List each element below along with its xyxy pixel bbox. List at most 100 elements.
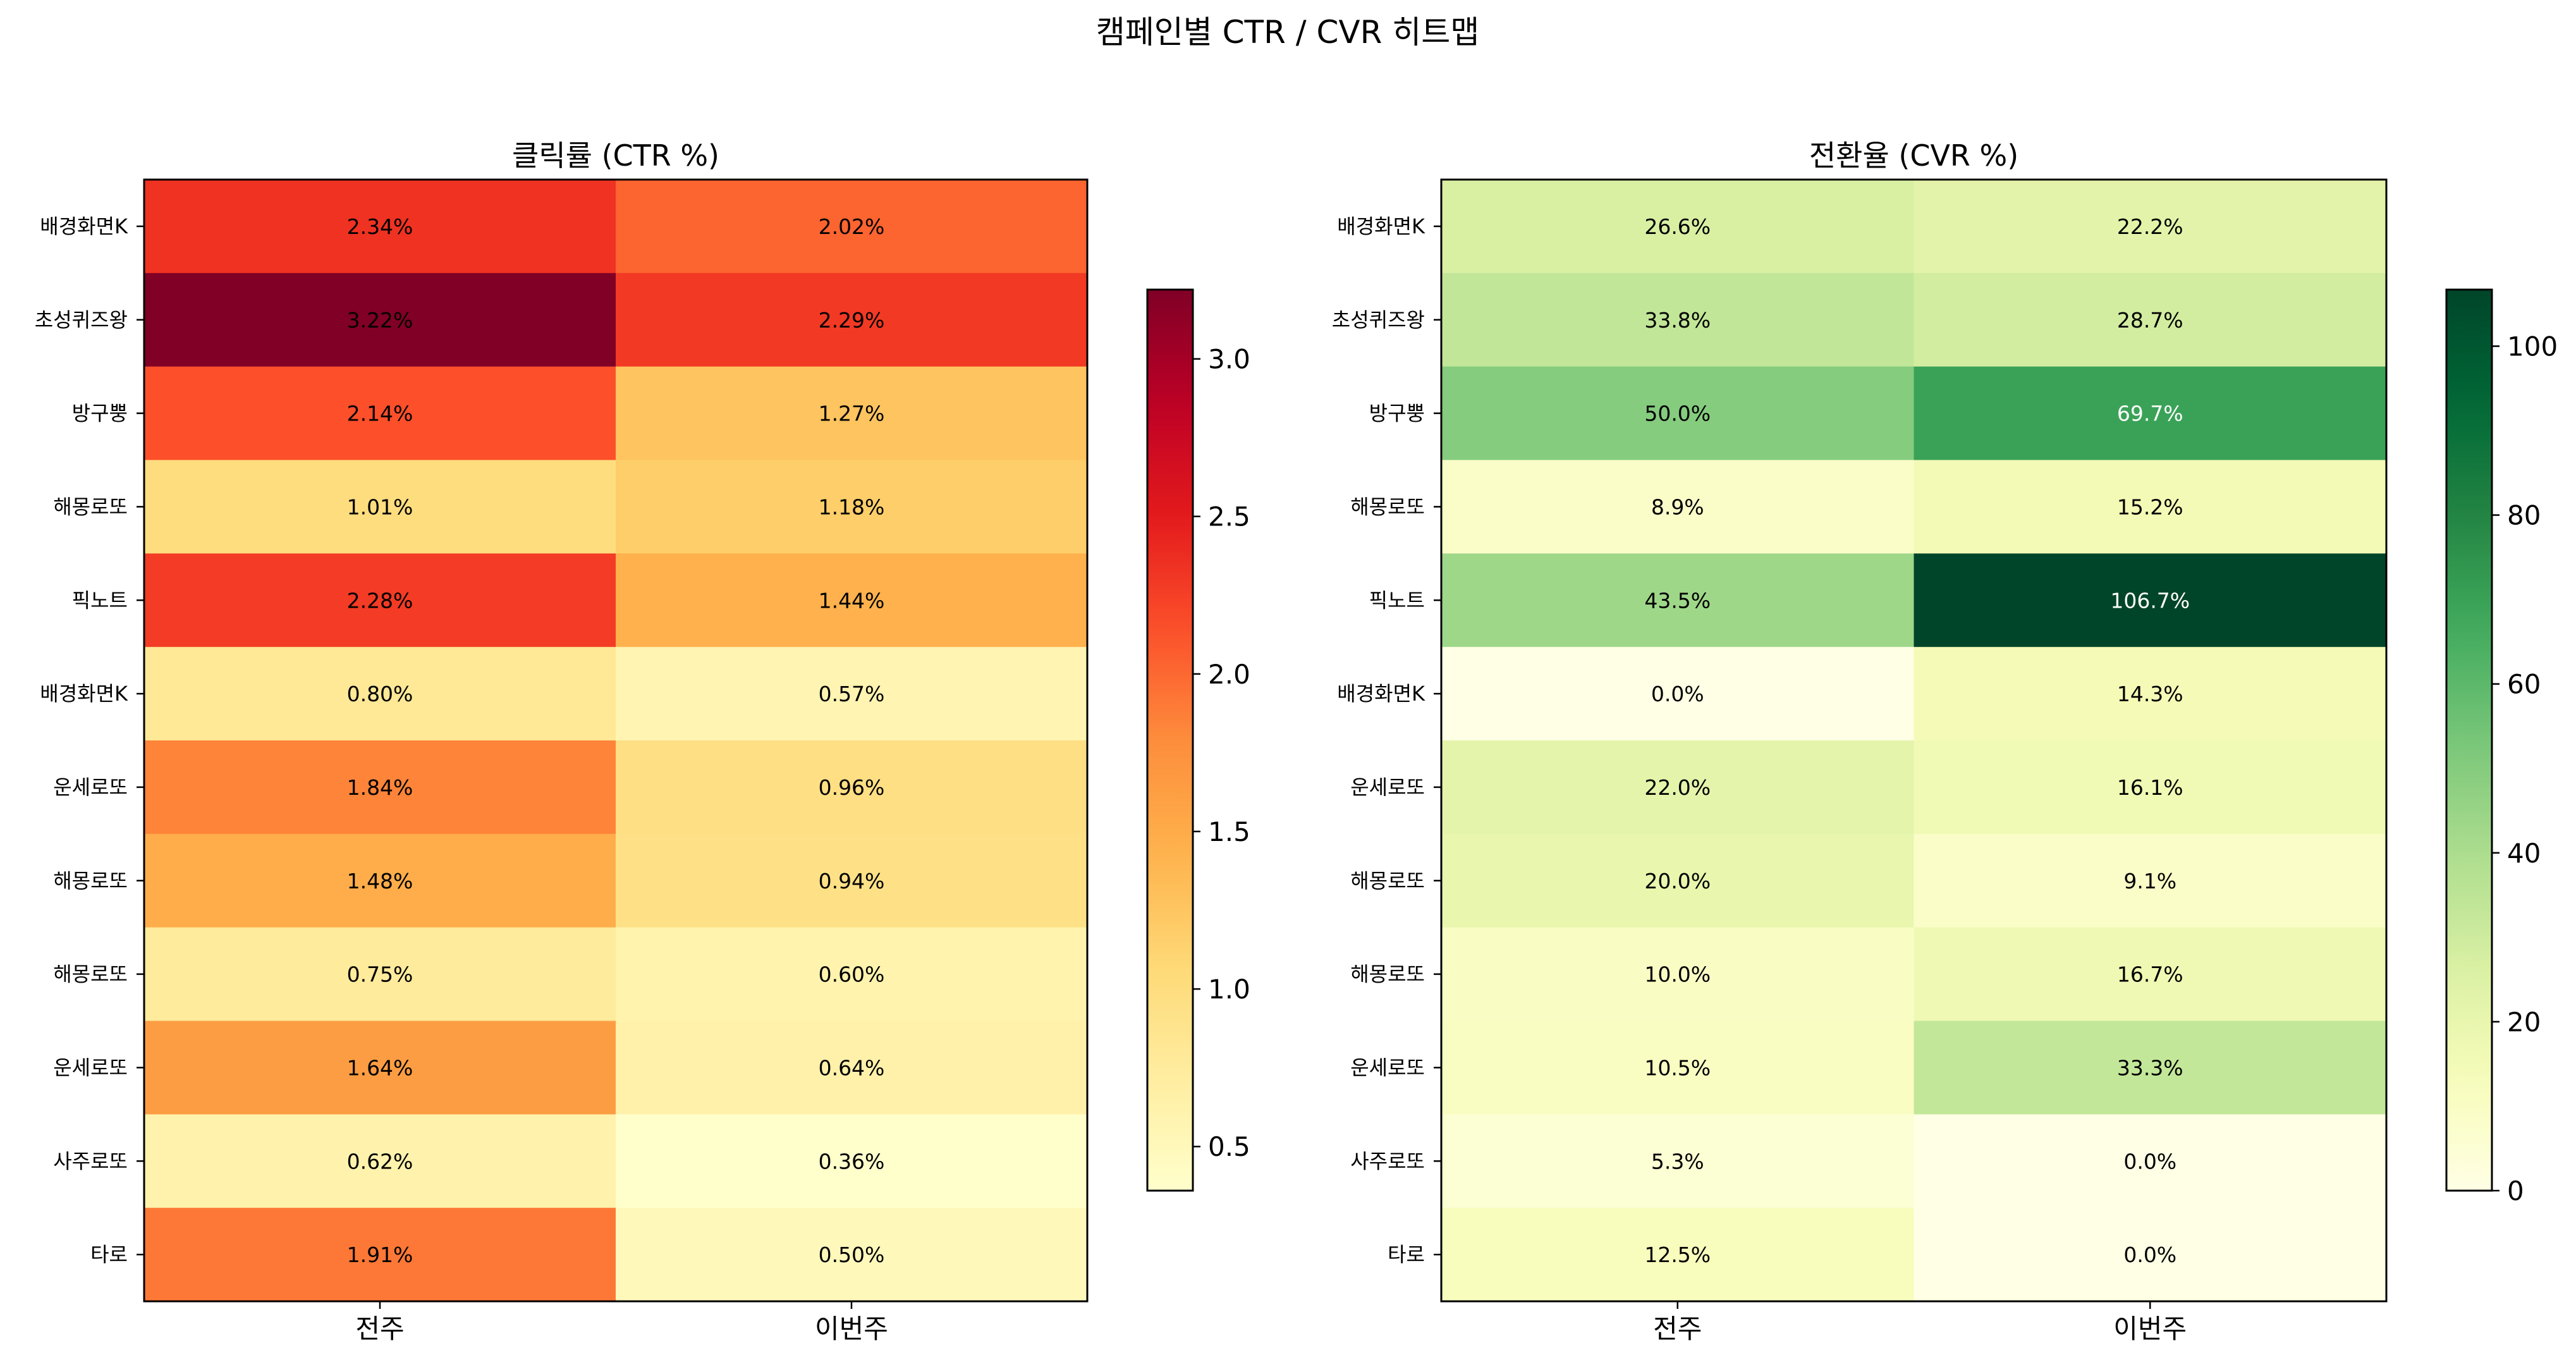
y-tick-label: 방구뿡 <box>1369 402 1425 426</box>
cell-label: 0.96% <box>819 775 885 800</box>
heatmap-cell <box>616 1114 1088 1208</box>
cell-label: 2.02% <box>819 214 885 239</box>
cell-label: 0.94% <box>819 869 885 893</box>
colorbar-tick-label: 20 <box>2507 1007 2541 1038</box>
y-tick-label: 운세로또 <box>1350 775 1425 799</box>
cell-label: 33.8% <box>1644 308 1711 333</box>
heatmap-cell <box>616 180 1088 274</box>
heatmap-cell <box>1914 553 2387 647</box>
y-tick-label: 픽노트 <box>1369 588 1425 612</box>
heatmap-cell <box>1914 460 2387 554</box>
heatmap-cell <box>144 740 616 835</box>
y-tick-label: 타로 <box>90 1242 128 1267</box>
heatmap-cell <box>616 366 1088 460</box>
cell-label: 2.29% <box>819 308 885 333</box>
cell-label: 0.64% <box>819 1055 885 1080</box>
heatmap-cell <box>144 180 616 274</box>
heatmap-cell <box>144 1021 616 1115</box>
heatmap-panels: 클릭률 (CTR %) 2.34% 2.02% 3.22% 2.29% 2.14% 1.27… <box>35 138 2558 1344</box>
heatmap-cell <box>144 1114 616 1208</box>
heatmap-cell <box>1914 1208 2387 1302</box>
cell-label: 2.34% <box>347 214 413 239</box>
colorbar-tick-label: 80 <box>2507 500 2541 531</box>
cell-label: 1.18% <box>819 494 885 519</box>
cell-label: 5.3% <box>1651 1149 1704 1174</box>
y-tick-label: 해몽로또 <box>1350 494 1425 518</box>
cell-label: 1.48% <box>347 869 413 893</box>
cell-label: 8.9% <box>1651 494 1704 519</box>
cell-label: 14.3% <box>2117 682 2183 706</box>
y-tick-label: 배경화면K <box>1337 682 1425 706</box>
y-tick-label: 초성퀴즈왕 <box>1332 308 1425 332</box>
colorbar <box>2445 288 2493 1192</box>
heatmap-cell <box>1441 1114 1914 1208</box>
cell-label: 3.22% <box>347 308 413 333</box>
heatmap-cell <box>616 647 1088 741</box>
y-tick-label: 운세로또 <box>53 1055 128 1079</box>
colorbar-tick-label: 2.5 <box>1208 501 1250 532</box>
colorbar-tick-label: 1.0 <box>1208 974 1250 1005</box>
y-tick-label: 해몽로또 <box>53 869 128 893</box>
axes-frame <box>1440 178 2388 1303</box>
cell-label: 2.28% <box>347 588 413 613</box>
colorbar-tick-label: 2.0 <box>1208 659 1250 690</box>
y-tick-label: 배경화면K <box>40 682 128 706</box>
heatmap-cell <box>1914 1021 2387 1115</box>
cell-label: 1.64% <box>347 1055 413 1080</box>
colorbar-tick-label: 3.0 <box>1208 344 1250 375</box>
cell-label: 0.36% <box>819 1149 885 1174</box>
cell-label: 12.5% <box>1644 1242 1711 1267</box>
heatmap-cell <box>1914 740 2387 835</box>
colorbar <box>1146 288 1194 1192</box>
cell-label: 16.7% <box>2117 962 2183 987</box>
cell-label: 1.27% <box>819 402 885 426</box>
heatmap-panel-2: 전환율 (CVR %) 26.6% 22.2% 33.8% 28.7% 50.0% 69.7… <box>1332 138 2558 1344</box>
cell-label: 0.50% <box>819 1242 885 1267</box>
heatmap-cell <box>1914 833 2387 928</box>
heatmap-cell <box>1914 647 2387 741</box>
heatmap-cell <box>616 1208 1088 1302</box>
cell-label: 50.0% <box>1644 402 1711 426</box>
cell-label: 0.0% <box>2123 1242 2176 1267</box>
cell-label: 33.3% <box>2117 1055 2183 1080</box>
x-tick-label: 전주 <box>355 1313 404 1344</box>
heatmap-cell <box>1914 273 2387 367</box>
heatmap-cell <box>616 460 1088 554</box>
panel-title: 클릭률 (CTR %) <box>512 138 719 173</box>
cell-label: 43.5% <box>1644 588 1711 613</box>
cell-label: 15.2% <box>2117 494 2183 519</box>
heatmap-cell <box>144 833 616 928</box>
heatmap-cell <box>1441 1208 1914 1302</box>
x-tick-label: 이번주 <box>2113 1313 2187 1344</box>
heatmap-cell <box>616 740 1088 835</box>
cell-label: 9.1% <box>2123 869 2176 893</box>
heatmap-cell <box>144 366 616 460</box>
y-tick-label: 초성퀴즈왕 <box>35 308 128 332</box>
heatmap-cell <box>1441 366 1914 460</box>
heatmap-cell <box>616 553 1088 647</box>
cell-label: 28.7% <box>2117 308 2183 333</box>
heatmap-cell <box>144 273 616 367</box>
cell-label: 10.5% <box>1644 1055 1711 1080</box>
colorbar-tick-label: 40 <box>2507 838 2541 869</box>
heatmap-cell <box>144 927 616 1021</box>
heatmap-cell <box>616 1021 1088 1115</box>
heatmap-cell <box>144 1208 616 1302</box>
cell-label: 22.0% <box>1644 775 1711 800</box>
colorbar-tick-label: 100 <box>2507 331 2558 362</box>
colorbar-tick-label: 0.5 <box>1208 1131 1250 1162</box>
heatmap-cell <box>616 927 1088 1021</box>
axes-frame <box>143 178 1089 1303</box>
figure-suptitle: 캠페인별 CTR / CVR 히트맵 <box>1096 14 1479 51</box>
x-tick-label: 전주 <box>1653 1313 1702 1344</box>
cell-label: 0.75% <box>347 962 413 987</box>
heatmap-cell <box>1441 273 1914 367</box>
cell-label: 106.7% <box>2110 588 2190 613</box>
cell-label: 10.0% <box>1644 962 1711 987</box>
colorbar-tick-label: 0 <box>2507 1175 2524 1206</box>
y-tick-label: 사주로또 <box>53 1149 128 1173</box>
heatmap-cell <box>1441 647 1914 741</box>
cell-label: 0.0% <box>1651 682 1704 706</box>
heatmap-cell <box>1441 1021 1914 1115</box>
cell-label: 2.14% <box>347 402 413 426</box>
